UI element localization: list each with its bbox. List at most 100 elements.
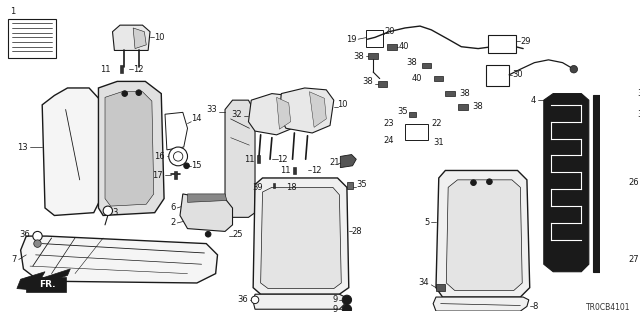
Text: 30: 30 (512, 70, 522, 79)
Bar (458, 104, 468, 109)
Text: 11: 11 (280, 166, 291, 175)
Text: 11: 11 (244, 155, 255, 164)
Polygon shape (276, 97, 291, 129)
Circle shape (625, 109, 635, 119)
Bar (293, 167, 296, 174)
Text: 11: 11 (100, 65, 111, 74)
Text: 15: 15 (191, 161, 202, 170)
Bar (378, 81, 387, 87)
Polygon shape (436, 171, 530, 297)
Circle shape (173, 152, 183, 161)
Bar (26, 277, 66, 292)
Polygon shape (446, 180, 522, 291)
Text: 20: 20 (385, 27, 395, 36)
Circle shape (33, 231, 42, 241)
Text: 16: 16 (154, 152, 165, 161)
Bar (422, 63, 431, 68)
Text: 17: 17 (152, 171, 163, 180)
Polygon shape (253, 178, 349, 294)
Polygon shape (280, 88, 334, 133)
Text: 18: 18 (286, 183, 296, 192)
Polygon shape (113, 25, 150, 51)
Bar (257, 156, 260, 163)
Text: 39: 39 (252, 183, 262, 192)
Text: 13: 13 (17, 142, 28, 152)
Polygon shape (42, 88, 103, 215)
Bar (488, 35, 516, 53)
Circle shape (570, 66, 577, 73)
Text: 8: 8 (532, 302, 538, 311)
Text: 31: 31 (433, 138, 444, 147)
Text: 19: 19 (346, 35, 356, 44)
Text: 12: 12 (311, 166, 322, 175)
Circle shape (470, 180, 476, 186)
Bar (434, 76, 444, 81)
Bar (273, 183, 275, 188)
Text: 38: 38 (353, 52, 364, 60)
Text: 12: 12 (133, 65, 143, 74)
Bar (365, 30, 383, 47)
Circle shape (103, 206, 113, 215)
Text: 28: 28 (351, 227, 362, 236)
Bar (174, 172, 177, 179)
Bar (436, 284, 445, 291)
Circle shape (486, 179, 492, 185)
Polygon shape (248, 93, 295, 135)
Polygon shape (309, 92, 326, 127)
Text: 36: 36 (19, 230, 30, 239)
Circle shape (252, 296, 259, 304)
Text: 1: 1 (10, 7, 15, 16)
Text: 29: 29 (520, 36, 531, 45)
Text: 32: 32 (231, 110, 242, 119)
Circle shape (184, 163, 189, 169)
Text: 4: 4 (531, 96, 536, 105)
Polygon shape (17, 269, 70, 291)
Polygon shape (165, 112, 188, 150)
Circle shape (136, 90, 141, 95)
Text: 10: 10 (337, 100, 348, 109)
Polygon shape (20, 236, 218, 283)
Polygon shape (593, 95, 623, 272)
Polygon shape (99, 81, 164, 215)
Circle shape (122, 91, 127, 96)
Text: TR0CB4101: TR0CB4101 (586, 303, 630, 312)
Text: 36: 36 (237, 295, 248, 304)
Text: 10: 10 (154, 33, 164, 42)
Text: 34: 34 (419, 278, 429, 287)
Polygon shape (253, 294, 345, 309)
Text: 35: 35 (356, 180, 367, 189)
Polygon shape (340, 155, 356, 168)
Polygon shape (260, 187, 341, 289)
Text: 38: 38 (460, 89, 470, 98)
Text: 21: 21 (329, 158, 339, 167)
Polygon shape (180, 194, 232, 231)
Text: 9: 9 (332, 295, 337, 304)
Polygon shape (133, 28, 147, 49)
Text: 40: 40 (412, 74, 422, 83)
Bar (347, 182, 353, 189)
Bar (486, 66, 509, 86)
Text: 38: 38 (406, 58, 417, 67)
Bar (120, 66, 124, 73)
Circle shape (34, 240, 41, 247)
Polygon shape (544, 93, 589, 272)
Text: FR.: FR. (38, 280, 55, 289)
Circle shape (169, 147, 188, 166)
Text: 38: 38 (472, 102, 483, 111)
Bar (445, 91, 455, 96)
Text: 6: 6 (170, 204, 175, 212)
Text: 2: 2 (170, 219, 175, 228)
Text: 35: 35 (397, 107, 408, 116)
Text: 37: 37 (637, 110, 640, 119)
Text: 14: 14 (191, 115, 202, 124)
Polygon shape (225, 100, 255, 217)
Bar (387, 44, 397, 50)
Text: 27: 27 (628, 255, 639, 264)
Text: 38: 38 (362, 77, 373, 86)
Text: 22: 22 (431, 119, 442, 128)
Text: 3: 3 (113, 208, 118, 217)
Bar (409, 112, 416, 116)
Circle shape (342, 295, 351, 305)
Text: 33: 33 (207, 105, 218, 114)
Text: 24: 24 (383, 136, 394, 145)
